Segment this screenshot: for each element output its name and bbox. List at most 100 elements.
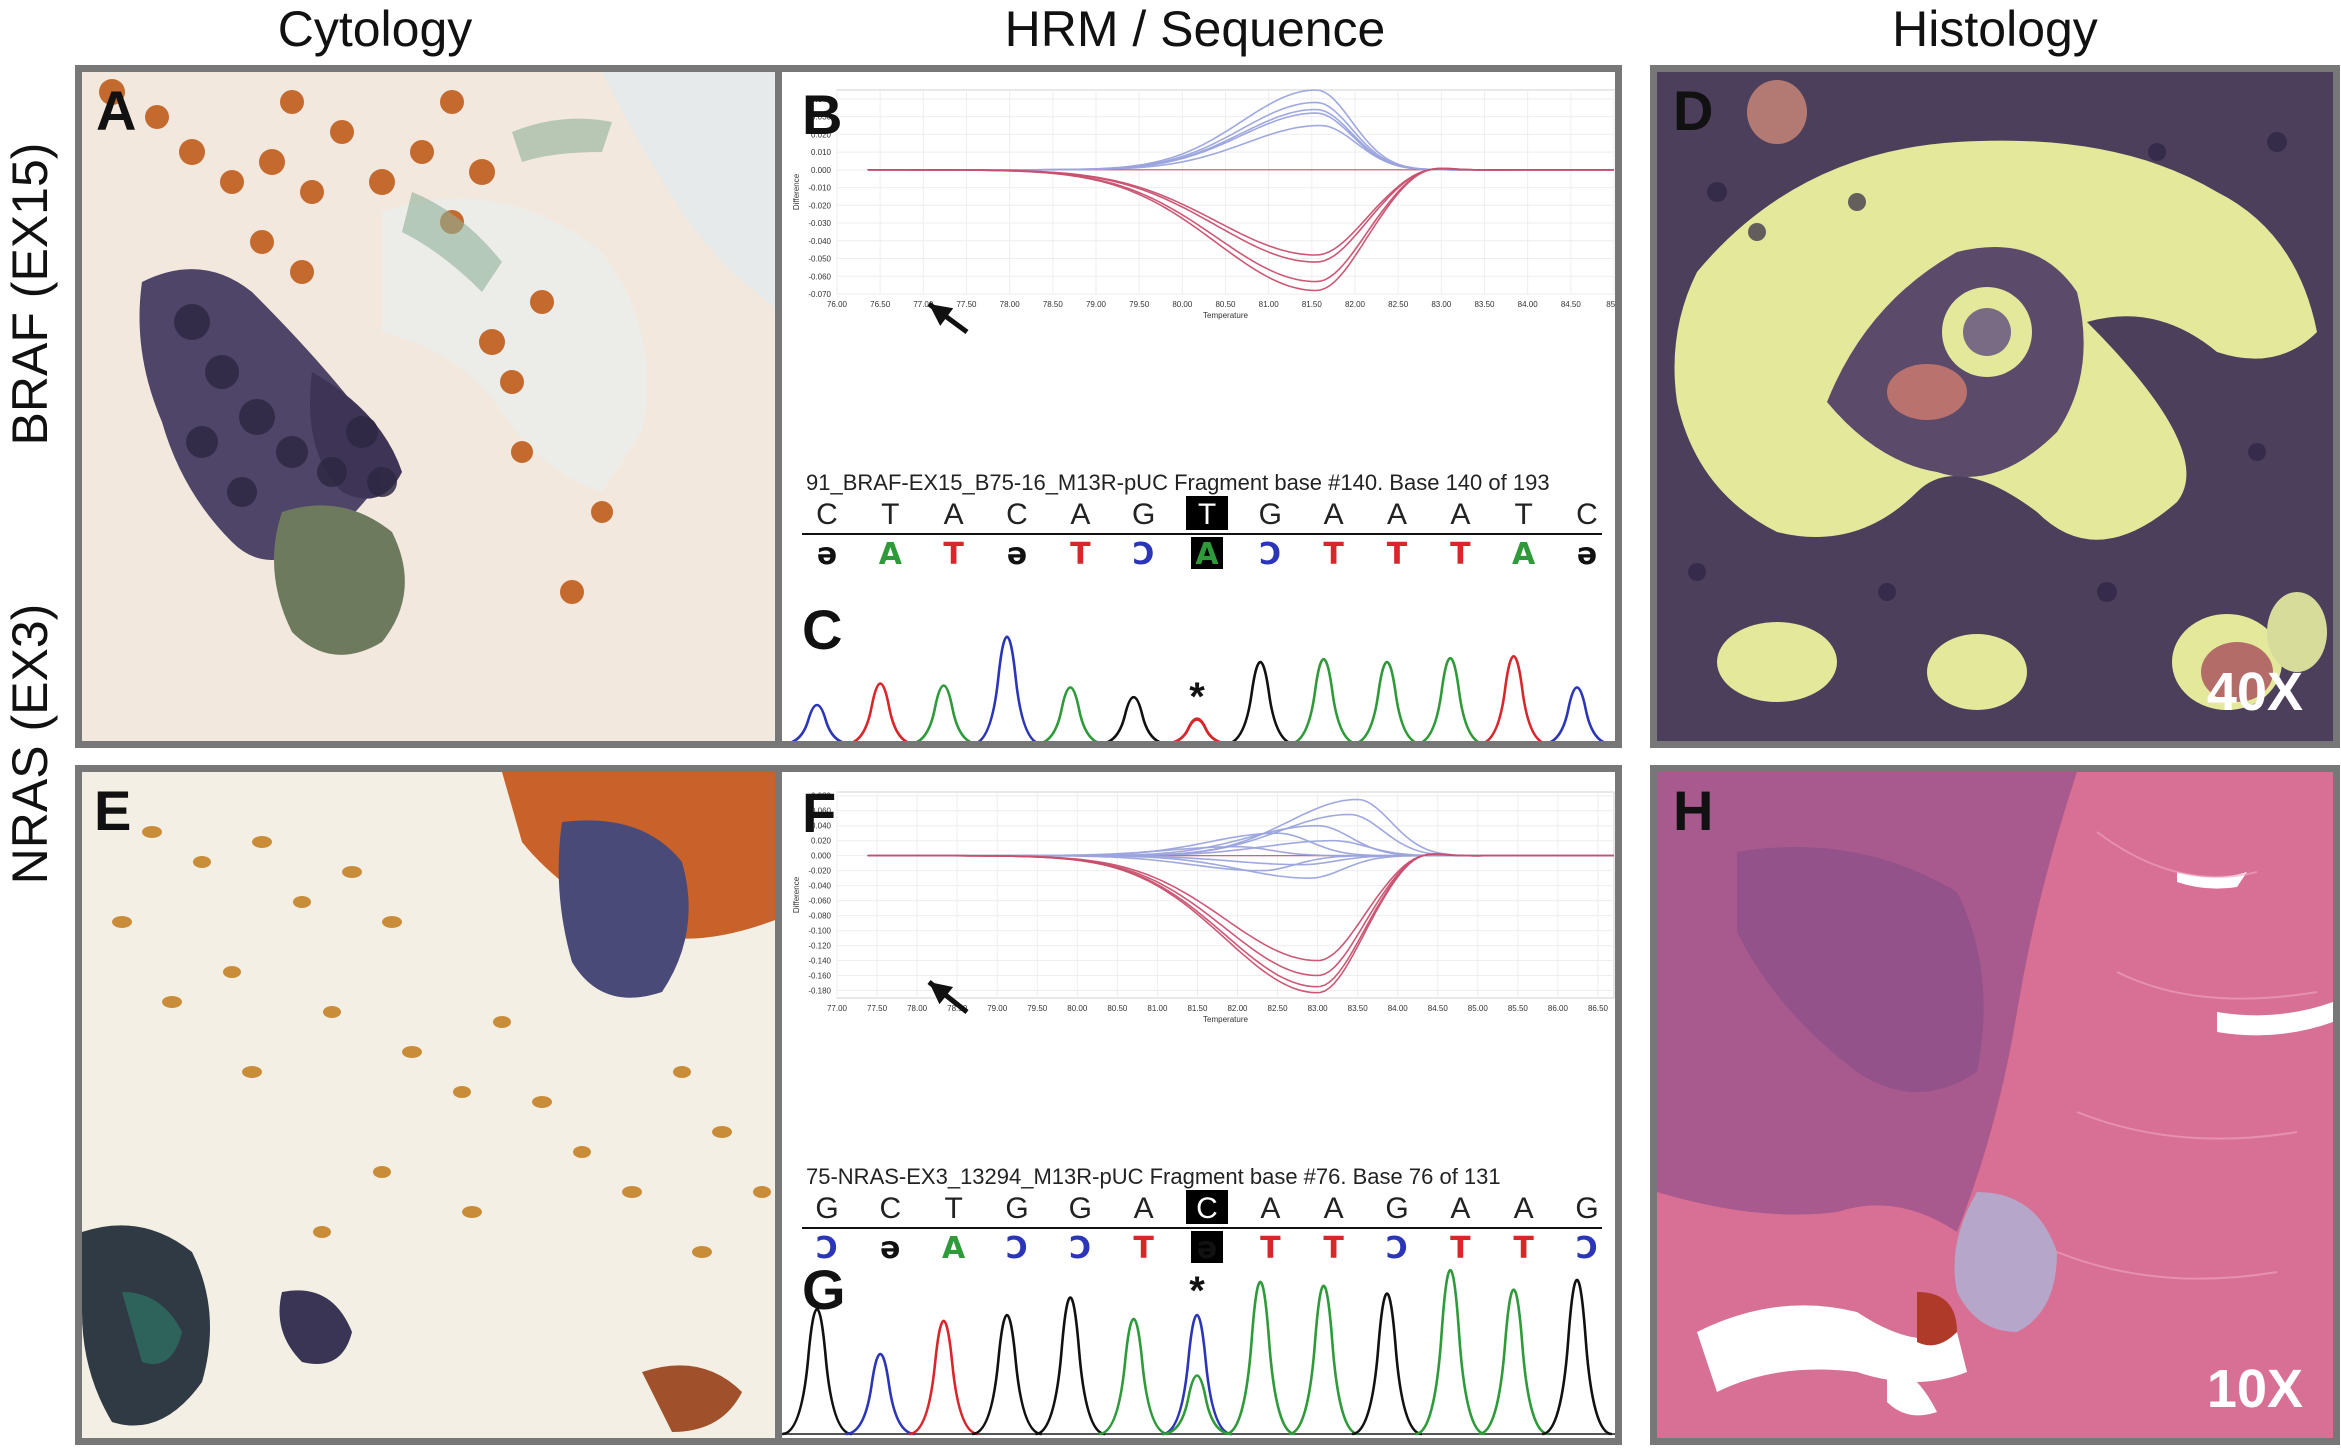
cytology-micrograph-braf [82, 72, 795, 741]
x-tick-label: 83.00 [1308, 1004, 1329, 1013]
base-call-top: G [1069, 1192, 1092, 1225]
base-call-top: G [1259, 498, 1282, 531]
y-tick-label: 0.030 [811, 113, 832, 122]
base-call-top: C [816, 498, 838, 531]
x-tick-label: 86.50 [1588, 1004, 1609, 1013]
x-tick-label: 80.00 [1172, 300, 1193, 309]
chromatogram-peak [977, 635, 1037, 741]
cytology-micrograph-nras [82, 772, 795, 1438]
x-tick-label: 84.00 [1518, 300, 1539, 309]
mutation-star: * [1189, 675, 1205, 719]
y-tick-label: -0.060 [808, 897, 831, 906]
y-tick-label: -0.100 [808, 927, 831, 936]
base-call-bottom: A [942, 1231, 966, 1266]
x-tick-label: 85.00 [1468, 1004, 1489, 1013]
panel-a-cytology: A [75, 65, 802, 748]
highlighted-base-box [1186, 1190, 1228, 1224]
x-tick-label: 82.00 [1227, 1004, 1248, 1013]
base-call-bottom: A [879, 537, 903, 572]
y-tick-label: -0.120 [808, 942, 831, 951]
histology-micrograph-nras [1657, 772, 2333, 1438]
base-call-bottom: ə [1007, 537, 1027, 572]
x-tick-label: 80.50 [1107, 1004, 1128, 1013]
x-tick-label: 84.50 [1428, 1004, 1449, 1013]
chromatogram-peak [908, 1319, 979, 1436]
base-call-bottom: A [1512, 537, 1536, 572]
base-call-bottom: ə [1577, 537, 1597, 572]
x-tick-label: 86.00 [1548, 1004, 1569, 1013]
base-call-bottom: T [1513, 1231, 1534, 1266]
base-call-top: G [1575, 1192, 1598, 1225]
panel-label-g: G [802, 1258, 846, 1321]
highlighted-base-box-bottom [1191, 537, 1223, 569]
base-call-top: G [1385, 1192, 1408, 1225]
y-tick-label: -0.040 [808, 237, 831, 246]
x-tick-label: 82.50 [1268, 1004, 1289, 1013]
base-call-bottom: Ɔ [1259, 537, 1281, 572]
panel-label-c: C [802, 598, 843, 661]
y-tick-label: -0.020 [808, 867, 831, 876]
base-call-bottom: Ɔ [1006, 1231, 1028, 1266]
chromatogram-peak [1415, 1268, 1486, 1436]
base-call-top: G [1005, 1192, 1028, 1225]
chromatogram-peak [1098, 1317, 1169, 1436]
y-tick-label: -0.020 [808, 201, 831, 210]
x-tick-label: 84.50 [1561, 300, 1582, 309]
x-tick-label: 79.50 [1027, 1004, 1048, 1013]
base-call-top: T [1515, 498, 1533, 531]
x-tick-label: 79.50 [1129, 300, 1150, 309]
panel-d-histology: D 40X [1650, 65, 2340, 748]
sequence-title-braf: 91_BRAF-EX15_B75-16_M13R-pUC Fragment ba… [806, 470, 1550, 495]
base-call-top: A [1514, 1192, 1534, 1225]
chromatogram-secondary-peak [1162, 1374, 1232, 1436]
base-call-bottom: T [943, 537, 964, 572]
x-tick-label: 81.50 [1302, 300, 1323, 309]
panel-label-a: A [96, 79, 137, 142]
base-call-top: C [1196, 1192, 1218, 1225]
chromatogram-nras: * [782, 1268, 1615, 1436]
row-header-nras: NRAS (EX3) [2, 603, 58, 885]
y-tick-label: 0.080 [811, 792, 832, 801]
chromatogram-peak [791, 703, 843, 741]
y-tick-label: -0.160 [808, 972, 831, 981]
base-call-top: C [879, 1192, 901, 1225]
base-call-bottom: T [1070, 537, 1091, 572]
x-tick-label: 78.00 [907, 1004, 928, 1013]
y-tick-label: -0.060 [808, 272, 831, 281]
base-call-bottom: Ɔ [1133, 537, 1155, 572]
y-tick-label: -0.070 [808, 290, 831, 299]
x-tick-label: 79.00 [987, 1004, 1008, 1013]
base-call-bottom: T [1450, 537, 1471, 572]
chromatogram-peak [1478, 1288, 1549, 1436]
base-call-bottom: Ɔ [816, 1231, 838, 1266]
chromatogram-peak [1549, 686, 1605, 741]
base-call-bottom: T [1323, 1231, 1344, 1266]
x-tick-label: 78.00 [1000, 300, 1021, 309]
base-call-top: A [1324, 498, 1344, 531]
histology-micrograph-braf [1657, 72, 2333, 741]
chromatogram-peak [1294, 657, 1353, 741]
chromatogram-braf: * [791, 635, 1605, 741]
chromatogram-peak [1107, 695, 1161, 741]
panel-label-d: D [1673, 79, 1714, 142]
base-call-top: T [945, 1192, 963, 1225]
base-call-top: T [881, 498, 899, 531]
chromatogram-peak [1042, 686, 1098, 741]
y-tick-label: -0.030 [808, 219, 831, 228]
base-call-top: A [1387, 498, 1407, 531]
column-header-histology: Histology [1892, 1, 2098, 57]
base-call-top: A [1450, 1192, 1470, 1225]
y-tick-label: 0.000 [811, 852, 832, 861]
base-call-top: A [1324, 1192, 1344, 1225]
base-call-bottom: Ɔ [1386, 1231, 1408, 1266]
column-header-cytology: Cytology [277, 1, 473, 57]
sequence-title-nras: 75-NRAS-EX3_13294_M13R-pUC Fragment base… [806, 1164, 1501, 1189]
y-tick-label: -0.010 [808, 184, 831, 193]
panel-label-h: H [1673, 779, 1714, 842]
base-call-bottom: ə [817, 537, 837, 572]
chromatogram-peak [1225, 1280, 1296, 1436]
x-tick-label: 81.50 [1187, 1004, 1208, 1013]
chromatogram-peak [971, 1313, 1043, 1436]
chromatogram-peak [1484, 654, 1543, 741]
